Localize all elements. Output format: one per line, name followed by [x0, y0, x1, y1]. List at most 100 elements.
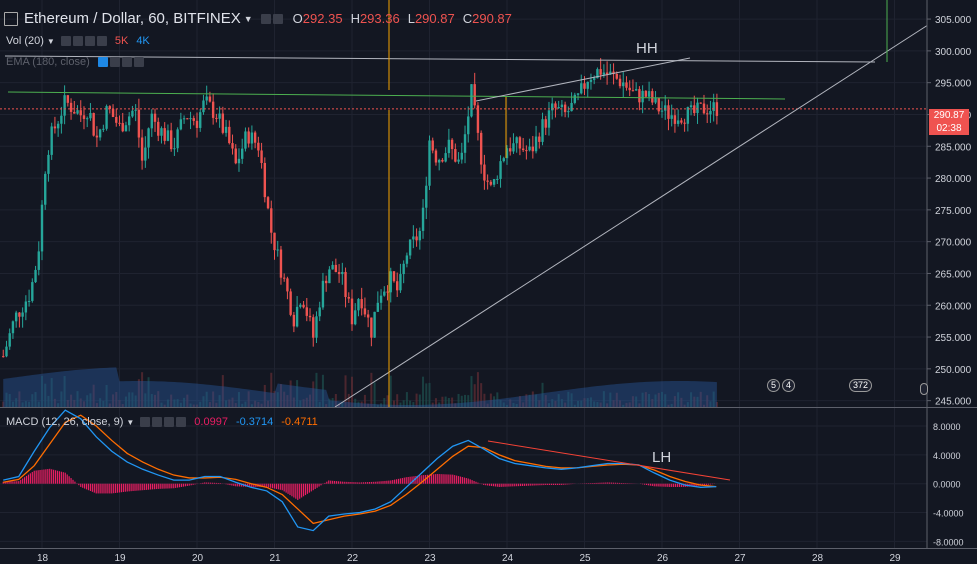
volume-bar: [567, 391, 570, 407]
candle-body: [144, 147, 147, 161]
chart-type-icon[interactable]: [4, 11, 18, 26]
gear-icon[interactable]: [272, 13, 283, 24]
time-tick-label: 19: [115, 553, 127, 564]
gear-icon[interactable]: [72, 36, 83, 46]
volume-bar: [370, 372, 373, 407]
volume-bar: [383, 398, 386, 407]
volume-bar: [95, 402, 98, 407]
macd-label[interactable]: MACD (12, 26, close, 9): [6, 416, 124, 428]
candle-body: [389, 271, 392, 293]
candle-body: [447, 139, 451, 154]
ema-label[interactable]: EMA (180, close): [6, 56, 90, 68]
grid: [0, 0, 927, 548]
candle-body: [560, 104, 564, 108]
symbol-title[interactable]: Ethereum / Dollar, 60, BITFINEX: [24, 10, 241, 27]
candle-body: [98, 129, 102, 138]
event-badge[interactable]: 4: [782, 379, 796, 392]
candle-body: [270, 208, 273, 233]
volume-bar: [231, 397, 234, 407]
volume-bar: [405, 392, 408, 407]
volume-bar: [351, 376, 353, 407]
candle-body: [292, 314, 296, 327]
close-icon[interactable]: [133, 57, 144, 67]
candle-body: [699, 102, 702, 104]
candle-body: [631, 90, 635, 92]
volume-bar: [218, 395, 221, 407]
last-price-tag: 290.87 02:38: [929, 109, 969, 135]
volume-bar: [447, 397, 450, 407]
candle-body: [234, 148, 237, 164]
flag-badge[interactable]: [920, 383, 928, 395]
candle-body: [651, 91, 654, 103]
event-badge[interactable]: 5: [767, 379, 781, 392]
candle-body: [383, 291, 386, 296]
candle-body: [676, 120, 680, 124]
volume-bar: [237, 392, 240, 407]
candle-body: [563, 104, 567, 113]
chevron-down-icon[interactable]: ▼: [126, 417, 135, 427]
volume-bar: [657, 392, 660, 407]
chevron-down-icon[interactable]: ▼: [46, 36, 55, 46]
volume-bar: [244, 401, 247, 407]
time-tick-label: 23: [425, 553, 437, 564]
volume-bar: [715, 401, 718, 407]
vol-label[interactable]: Vol (20): [6, 35, 44, 47]
candle-body: [641, 90, 644, 103]
high-value: 293.36: [359, 11, 400, 26]
eye-icon[interactable]: [97, 57, 108, 67]
volume-bar: [573, 404, 576, 407]
time-tick-label: 22: [347, 553, 359, 564]
volume-bar: [189, 403, 192, 407]
vol-legend: Vol (20) ▼ 5K 4K: [6, 35, 150, 47]
volume-bar: [693, 396, 696, 407]
chevron-down-icon[interactable]: ▼: [243, 13, 253, 24]
candle-body: [573, 94, 577, 103]
candle-body: [208, 96, 212, 102]
event-badge[interactable]: 372: [849, 379, 873, 392]
volume-bar: [260, 403, 263, 407]
candle-body: [467, 116, 470, 135]
candle-body: [276, 249, 279, 251]
candle-body: [392, 271, 396, 282]
gear-icon[interactable]: [152, 417, 163, 427]
close-icon[interactable]: [176, 417, 187, 427]
candle-body: [163, 128, 166, 141]
candle-body: [421, 207, 425, 231]
eye-icon[interactable]: [60, 36, 71, 46]
settings-icon[interactable]: [260, 13, 271, 24]
close-label: C: [462, 11, 473, 26]
plus-icon[interactable]: [84, 36, 95, 46]
price-tick-label: 265.000: [935, 269, 972, 280]
volume-bar: [34, 392, 37, 407]
candle-body: [305, 307, 308, 316]
candle-body: [612, 71, 615, 74]
volume-bar: [225, 400, 228, 407]
volume-bar: [518, 396, 521, 407]
time-tick-label: 28: [812, 553, 824, 564]
volume-bar: [128, 392, 131, 407]
volume-bar: [399, 402, 402, 407]
volume-bar: [18, 391, 21, 407]
plus-icon[interactable]: [164, 417, 175, 427]
candle-body: [586, 81, 589, 89]
candle-body: [576, 93, 580, 95]
candle-body: [260, 150, 263, 163]
close-icon[interactable]: [96, 36, 107, 46]
candle-body: [441, 159, 444, 162]
candle-body: [331, 264, 334, 270]
volume-bar: [208, 402, 211, 407]
candle-body: [538, 136, 541, 142]
eye-icon[interactable]: [140, 417, 151, 427]
plus-icon[interactable]: [121, 57, 132, 67]
volume-bar: [70, 394, 73, 407]
gear-icon[interactable]: [109, 57, 120, 67]
candle-body: [47, 154, 50, 174]
candle-body: [253, 132, 257, 143]
volume-bar: [331, 398, 334, 407]
candle-body: [712, 102, 715, 111]
candle-body: [199, 112, 202, 128]
volume-bar: [112, 394, 115, 407]
candle-body: [347, 297, 350, 299]
candle-body: [121, 123, 124, 132]
